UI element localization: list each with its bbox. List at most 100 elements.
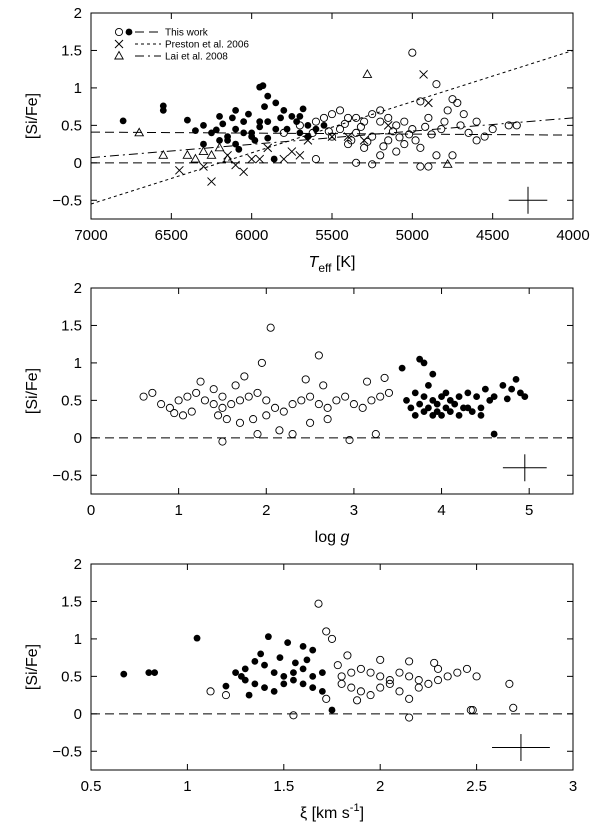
x-axis-label-unit: g (340, 529, 349, 546)
point-open-circle (157, 400, 166, 409)
point-open-circle (262, 411, 271, 420)
point-open-circle (363, 137, 372, 146)
point-open-circle (384, 388, 394, 397)
x-tick-label: 5000 (396, 227, 429, 244)
point-filled-circle (304, 133, 312, 141)
point-open-circle (279, 128, 288, 137)
point-open-circle (170, 409, 179, 418)
point-open-circle (376, 117, 385, 126)
x-axis-label-main: T (309, 254, 320, 271)
point-open-circle (363, 377, 372, 386)
point-filled-circle (264, 92, 272, 100)
plot-frame (90, 12, 574, 220)
point-open-circle (275, 426, 284, 435)
point-filled-circle (420, 408, 428, 415)
point-open-circle (322, 694, 331, 703)
point-open-circle (314, 400, 323, 409)
point-filled-circle (216, 112, 223, 120)
x-tick-label: 1 (183, 778, 191, 795)
point-filled-circle (508, 385, 516, 393)
point-open-circle (358, 403, 367, 412)
point-open-circle (327, 634, 337, 643)
point-open-circle (311, 155, 320, 164)
point-open-circle (314, 599, 323, 608)
point-open-circle (222, 415, 231, 424)
point-open-circle (333, 661, 342, 670)
point-open-circle (249, 415, 258, 424)
point-filled-circle (270, 155, 278, 163)
point-open-circle (472, 117, 481, 126)
point-open-circle (430, 658, 439, 667)
point-open-circle (323, 403, 332, 412)
x-tick-label: 5 (525, 502, 533, 519)
point-filled-circle (264, 633, 272, 641)
point-open-circle (360, 117, 369, 126)
point-filled-circle (280, 680, 288, 688)
point-open-circle (448, 95, 457, 104)
point-open-circle (235, 418, 245, 427)
point-open-circle (314, 351, 323, 360)
x-tick-label: 7000 (74, 227, 107, 244)
point-filled-circle (224, 136, 231, 144)
y-tick-label: 1 (74, 80, 82, 97)
point-cross (419, 70, 428, 79)
point-open-circle (353, 696, 362, 705)
point-open-circle (416, 143, 425, 152)
x-tick-label: 2.5 (466, 778, 487, 795)
x-axis-label-sub: eff (318, 261, 332, 275)
point-open-circle (297, 396, 306, 405)
data-layer (91, 599, 573, 762)
point-open-circle (322, 627, 331, 636)
x-axis-label-unit: ] (360, 805, 364, 822)
point-open-circle (400, 140, 409, 149)
point-open-circle (187, 407, 196, 416)
point-cross (263, 143, 273, 153)
plot-frame (90, 563, 574, 771)
point-filled-circle (303, 656, 311, 664)
point-filled-circle (446, 396, 454, 404)
point-open-circle (443, 106, 452, 115)
point-filled-circle (257, 650, 265, 658)
point-filled-circle (299, 680, 307, 688)
point-open-circle (257, 358, 266, 367)
point-filled-circle (264, 134, 272, 142)
y-tick-label: 0.5 (61, 117, 82, 134)
point-open-circle (240, 372, 249, 381)
point-open-circle (196, 377, 205, 386)
point-filled-circle (299, 643, 307, 650)
point-open-circle (221, 691, 231, 700)
x-tick-label: 2 (376, 778, 384, 795)
point-filled-circle (521, 393, 529, 401)
point-open-circle (414, 676, 423, 685)
point-open-circle (227, 400, 236, 409)
point-open-circle (288, 400, 297, 409)
point-open-circle (306, 418, 315, 427)
point-filled-circle (276, 654, 284, 662)
point-triangle (182, 149, 193, 159)
x-tick-label: 2 (262, 502, 270, 519)
point-triangle (362, 69, 373, 78)
point-open-circle (405, 672, 414, 681)
point-filled-circle (503, 395, 511, 403)
point-open-circle (379, 142, 388, 151)
point-open-circle (432, 80, 441, 89)
x-tick-label: 3 (350, 502, 358, 519)
point-filled-circle (481, 385, 489, 393)
point-open-circle (301, 375, 310, 384)
point-open-circle (424, 113, 433, 122)
point-filled-circle (280, 106, 288, 114)
point-open-circle (405, 130, 414, 139)
x-tick-label: 0.5 (81, 778, 102, 795)
point-cross (231, 160, 240, 170)
point-cross (279, 154, 289, 164)
point-filled-circle (309, 672, 317, 680)
point-open-circle (356, 122, 365, 131)
point-triangle (206, 149, 217, 159)
legend-marker-triangle (114, 50, 124, 60)
point-filled-circle (464, 389, 472, 397)
point-filled-circle (512, 375, 520, 383)
point-open-circle (368, 110, 377, 119)
x-tick-label: 1.5 (273, 778, 294, 795)
x-axis-label-main: ξ [km s (300, 805, 350, 822)
point-filled-circle (477, 411, 485, 419)
